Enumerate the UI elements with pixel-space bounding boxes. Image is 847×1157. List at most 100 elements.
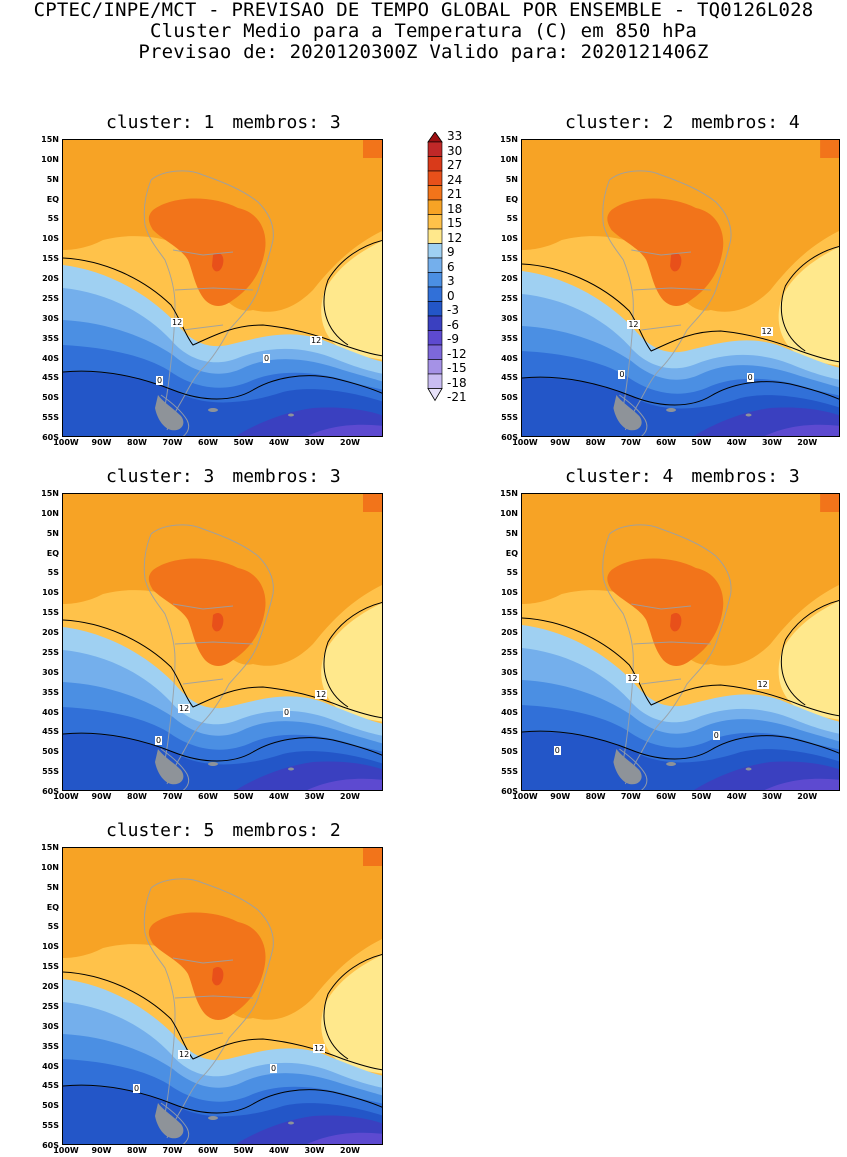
colorbar-tick-label: -9 bbox=[447, 332, 459, 346]
contour-label: 12 bbox=[178, 1050, 191, 1059]
lat-tick-label: 55S bbox=[42, 767, 59, 777]
colorbar-tick-label: 21 bbox=[447, 187, 463, 201]
lon-tick-label: 90W bbox=[91, 1146, 112, 1155]
lat-tick-label: 40S bbox=[501, 353, 518, 363]
lat-tick-label: 25S bbox=[501, 293, 518, 303]
contour-label: 0 bbox=[263, 354, 271, 363]
lon-tick-label: 100W bbox=[53, 1146, 79, 1155]
lon-tick-label: 100W bbox=[53, 792, 79, 801]
contour-label: 0 bbox=[283, 708, 291, 717]
lat-tick-label: 55S bbox=[501, 767, 518, 777]
contour-label: 0 bbox=[133, 1084, 141, 1093]
colorbar-tick-label: 9 bbox=[447, 245, 455, 259]
lat-tick-label: 55S bbox=[42, 1121, 59, 1131]
lon-tick-label: 70W bbox=[162, 1146, 183, 1155]
temperature-field bbox=[63, 848, 382, 1144]
contour-label: 12 bbox=[310, 336, 323, 345]
contour-label: 0 bbox=[746, 373, 754, 382]
lon-tick-label: 90W bbox=[91, 438, 112, 447]
lat-tick-label: 5N bbox=[46, 882, 59, 892]
lat-tick-label: 20S bbox=[42, 274, 59, 284]
lat-tick-label: 50S bbox=[42, 393, 59, 403]
cluster-label: cluster: 5 bbox=[106, 820, 215, 841]
lon-tick-label: 80W bbox=[585, 438, 606, 447]
lat-tick-label: 60S bbox=[42, 1141, 59, 1150]
lat-tick-label: 45S bbox=[42, 1081, 59, 1091]
lat-tick-label: 5N bbox=[46, 174, 59, 184]
lon-tick-label: 40W bbox=[726, 438, 747, 447]
panel-title: cluster: 4 membros: 3 bbox=[565, 466, 800, 487]
contour-label: 12 bbox=[627, 320, 640, 329]
lat-tick-label: 60S bbox=[501, 433, 518, 442]
lat-tick-label: EQ bbox=[505, 194, 518, 204]
contour-label: 0 bbox=[618, 370, 626, 379]
lat-tick-label: 5S bbox=[47, 922, 59, 932]
lon-tick-label: 50W bbox=[691, 438, 712, 447]
map-panel: 12 12 0 0 bbox=[62, 139, 383, 437]
contour-label: 0 bbox=[155, 736, 163, 745]
lat-tick-label: 60S bbox=[42, 433, 59, 442]
lon-tick-label: 70W bbox=[620, 438, 641, 447]
lon-tick-label: 50W bbox=[233, 438, 254, 447]
lat-tick-label: 25S bbox=[42, 293, 59, 303]
colorbar-tick-label: 3 bbox=[447, 274, 455, 288]
lon-tick-label: 20W bbox=[340, 438, 360, 447]
lon-tick-label: 70W bbox=[162, 792, 183, 801]
colorbar-tick-label: -15 bbox=[447, 361, 467, 375]
chart-title-line-1: CPTEC/INPE/MCT - PREVISAO DE TEMPO GLOBA… bbox=[33, 0, 814, 21]
colorbar-segment bbox=[427, 214, 443, 230]
lon-tick-label: 90W bbox=[91, 792, 112, 801]
lat-tick-label: 5N bbox=[505, 528, 518, 538]
colorbar-segment bbox=[427, 185, 443, 201]
map-panel: 12 12 0 0 bbox=[521, 493, 840, 791]
colorbar-arrow-top bbox=[427, 132, 443, 143]
colorbar-segment bbox=[427, 170, 443, 186]
lon-tick-label: 20W bbox=[797, 792, 818, 801]
lon-tick-label: 80W bbox=[585, 792, 606, 801]
lon-tick-label: 50W bbox=[233, 1146, 254, 1155]
lat-tick-label: 55S bbox=[501, 413, 518, 423]
colorbar-tick-label: 27 bbox=[447, 158, 463, 172]
map-panel: 12 12 0 0 bbox=[521, 139, 840, 437]
contour-label: 0 bbox=[712, 731, 720, 740]
lon-tick-label: 60W bbox=[656, 438, 677, 447]
lat-tick-label: 50S bbox=[42, 747, 59, 757]
lat-tick-label: 30S bbox=[501, 313, 518, 323]
colorbar-segment bbox=[427, 141, 443, 157]
lat-tick-label: 50S bbox=[42, 1101, 59, 1111]
colorbar-segment bbox=[427, 156, 443, 172]
lon-tick-label: 70W bbox=[162, 438, 183, 447]
lon-tick-label: 40W bbox=[269, 1146, 289, 1155]
colorbar-tick-label: -6 bbox=[447, 317, 459, 332]
colorbar-tick-label: 0 bbox=[447, 288, 455, 303]
lat-tick-label: 35S bbox=[501, 687, 518, 697]
lat-tick-label: 30S bbox=[42, 1021, 59, 1031]
lon-tick-label: 20W bbox=[340, 1146, 360, 1155]
panel-title: cluster: 5 membros: 2 bbox=[106, 820, 341, 841]
lat-tick-label: 45S bbox=[42, 373, 59, 383]
lat-tick-label: 35S bbox=[42, 333, 59, 343]
lon-tick-label: 40W bbox=[269, 438, 289, 447]
lat-tick-label: 15S bbox=[501, 254, 518, 264]
contour-label: 12 bbox=[171, 318, 184, 327]
lon-tick-label: 100W bbox=[512, 792, 538, 801]
lon-tick-label: 100W bbox=[53, 438, 79, 447]
contour-label: 0 bbox=[156, 376, 164, 385]
panel-title: cluster: 2 membros: 4 bbox=[565, 112, 800, 133]
contour-label: 12 bbox=[756, 680, 769, 689]
colorbar-segment bbox=[427, 228, 443, 244]
lat-tick-label: 10N bbox=[500, 508, 518, 518]
colorbar-tick-label: 12 bbox=[447, 230, 463, 245]
map-panel: 12 12 0 0 bbox=[62, 493, 383, 791]
lat-tick-label: 15S bbox=[42, 608, 59, 618]
colorbar-segment bbox=[427, 272, 443, 288]
lon-tick-label: 30W bbox=[761, 438, 782, 447]
lat-tick-label: 15S bbox=[42, 962, 59, 972]
lat-tick-label: 15N bbox=[41, 843, 59, 852]
lon-tick-label: 20W bbox=[340, 792, 360, 801]
contour-label: 0 bbox=[270, 1064, 278, 1073]
cluster-label: cluster: 2 bbox=[565, 112, 674, 133]
lat-tick-label: 45S bbox=[42, 727, 59, 737]
colorbar-segment bbox=[427, 344, 443, 360]
lon-tick-label: 90W bbox=[550, 792, 571, 801]
